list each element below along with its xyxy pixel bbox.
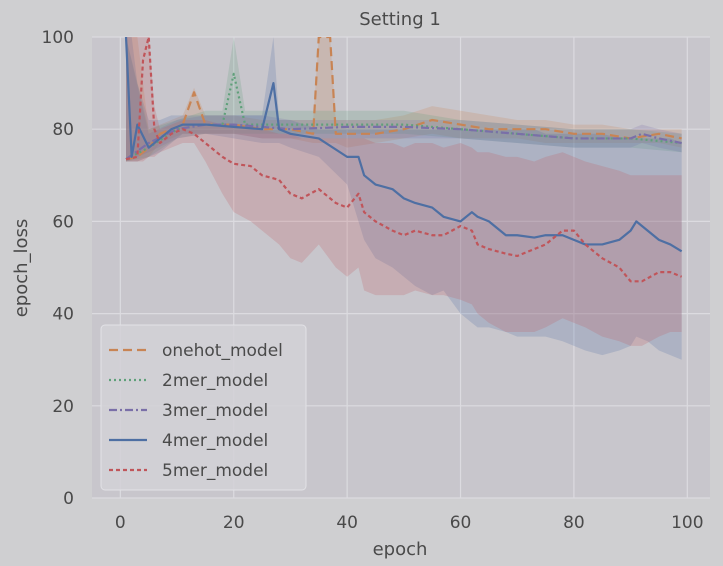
chart-title: Setting 1 xyxy=(359,9,441,30)
x-tick-label: 100 xyxy=(671,513,703,533)
y-tick-label: 20 xyxy=(52,397,74,417)
legend-box xyxy=(100,324,307,491)
series-line-4mer_model xyxy=(124,37,683,253)
series-line-2mer_model xyxy=(125,72,682,161)
confidence-band-2mer_model xyxy=(126,37,682,162)
series-group xyxy=(124,37,683,360)
y-tick-label: 100 xyxy=(42,28,74,48)
legend-label: onehot_model xyxy=(162,341,283,361)
legend-label: 5mer_model xyxy=(162,461,268,481)
y-tick-label: 0 xyxy=(63,489,74,509)
legend-label: 3mer_model xyxy=(162,401,268,421)
y-tick-label: 80 xyxy=(52,120,74,140)
confidence-band-5mer_model xyxy=(126,37,682,346)
x-tick-label: 80 xyxy=(563,513,585,533)
x-tick-label: 40 xyxy=(336,513,358,533)
legend-label: 4mer_model xyxy=(162,431,268,451)
series-line-3mer_model xyxy=(125,123,682,161)
confidence-band-onehot_model xyxy=(126,37,682,162)
y-tick-label: 60 xyxy=(52,212,74,232)
y-tick-label: 40 xyxy=(52,305,74,325)
y-axis-label: epoch_loss xyxy=(11,219,32,318)
legend: onehot_model 2mer_model 3mer_model 4mer_mod… xyxy=(100,324,307,491)
x-tick-label: 20 xyxy=(223,513,245,533)
legend-label: 2mer_model xyxy=(162,371,268,391)
x-tick-label: 60 xyxy=(450,513,472,533)
x-tick-label: 0 xyxy=(115,513,126,533)
x-axis-label: epoch xyxy=(373,539,428,560)
confidence-band-3mer_model xyxy=(126,37,682,162)
